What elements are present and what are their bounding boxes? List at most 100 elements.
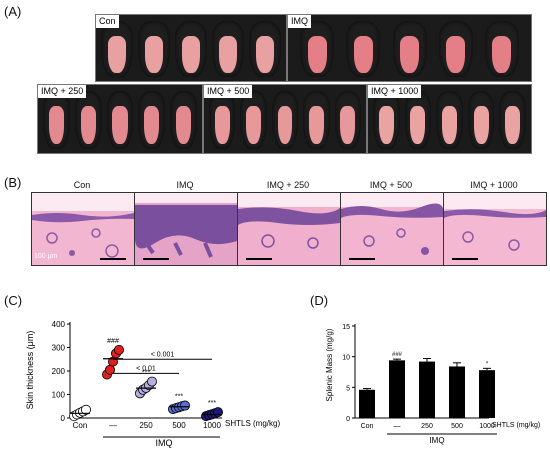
photo-imq-1000: IMQ + 1000 [367, 84, 532, 154]
histo-title-imq: IMQ [176, 180, 194, 190]
d-x-tick-label: 250 [421, 423, 433, 430]
mouse [209, 91, 236, 149]
c-x-tick-label: — [109, 421, 117, 430]
scale-bar [246, 258, 272, 260]
d-dose-label: SHTLS (mg/kg) [492, 422, 540, 429]
c-y-tick-label: 400 [52, 320, 66, 329]
mouse [106, 91, 134, 149]
mouse [404, 91, 432, 149]
panel-label-c: (C) [4, 293, 23, 308]
c-ylabel: Skin thickness (μm) [25, 331, 35, 410]
histology-section [238, 193, 340, 265]
mouse [436, 91, 463, 149]
d-bar [449, 366, 465, 418]
scale-bar-label: 100 μm [34, 253, 58, 260]
photo-imq-250: IMQ + 250 [37, 84, 203, 154]
photo-con: Con [95, 14, 287, 82]
photo-imq: IMQ [287, 14, 532, 82]
mouse [300, 21, 335, 77]
histology-section [32, 193, 134, 265]
scale-bar [349, 258, 375, 260]
mouse [43, 91, 70, 149]
shaved-back [353, 35, 373, 73]
d-significance: * [486, 361, 489, 367]
histology-section [444, 193, 546, 265]
mouse [175, 21, 207, 77]
photo-caption: IMQ [288, 15, 311, 28]
mouse [392, 21, 427, 77]
shaved-back [410, 106, 426, 145]
c-point [114, 344, 125, 355]
shaved-back [144, 106, 160, 145]
mouse [271, 91, 299, 149]
photo-caption: IMQ + 250 [38, 85, 87, 98]
panel-label-a: (A) [4, 4, 22, 19]
shaved-back [399, 35, 420, 73]
d-x-tick-label: 1000 [479, 423, 495, 430]
histology-imq-1000 [443, 192, 547, 266]
c-y-tick-label: 0 [61, 414, 66, 423]
d-y-tick-label: 0 [346, 416, 350, 423]
c-significance: *** [175, 394, 183, 401]
histo-title-imq-1000: IMQ + 1000 [470, 180, 518, 190]
shaved-back [112, 106, 128, 145]
c-significance: ### [107, 338, 119, 345]
panel-label-b: (B) [4, 175, 22, 190]
c-bracket-label: < 0.01 [136, 365, 156, 372]
d-bar [359, 389, 375, 418]
scale-bar [452, 258, 478, 260]
shaved-back [176, 106, 192, 145]
shaved-back [219, 35, 237, 73]
shaved-back [145, 35, 163, 73]
shaved-back [48, 106, 64, 145]
d-y-tick-label: 10 [342, 355, 350, 362]
panel-label-d: (D) [310, 293, 329, 308]
c-y-tick-label: 100 [52, 391, 66, 400]
mouse [303, 91, 330, 149]
c-group-label: IMQ [156, 438, 173, 448]
shaved-back [308, 106, 324, 145]
scale-bar [100, 258, 126, 260]
shaved-back [473, 106, 489, 145]
shaved-back [505, 106, 521, 145]
shaved-back [108, 35, 126, 73]
d-x-tick-label: — [394, 423, 401, 430]
shaved-back [492, 35, 512, 73]
mouse [484, 21, 519, 77]
histology-imq [134, 192, 238, 266]
histology-section [341, 193, 443, 265]
histology-imq-250 [237, 192, 341, 266]
photo-caption: Con [96, 15, 119, 28]
mouse [240, 91, 267, 149]
photo-imq-500: IMQ + 500 [203, 84, 367, 154]
c-x-tick-label: 500 [172, 421, 186, 430]
photo-caption: IMQ + 1000 [368, 85, 422, 98]
d-bar [419, 361, 435, 418]
c-point [81, 404, 92, 415]
c-point [146, 376, 157, 387]
shaved-back [277, 106, 293, 145]
d-group-label: IMQ [429, 436, 444, 445]
histology-con: 100 μm [31, 192, 135, 266]
mouse [212, 21, 244, 77]
shaved-back [340, 106, 356, 145]
shaved-back [307, 35, 327, 73]
shaved-back [256, 35, 274, 73]
c-y-tick-label: 300 [52, 344, 66, 353]
c-bracket-label: < 0.001 [151, 351, 175, 358]
histo-title-imq-500: IMQ + 500 [369, 180, 413, 190]
histo-title-con: Con [73, 180, 91, 190]
c-x-tick-label: 1000 [203, 421, 221, 430]
shaved-back [182, 35, 200, 73]
photo-caption: IMQ + 500 [204, 85, 253, 98]
c-point [212, 407, 223, 418]
mouse [138, 91, 166, 149]
mouse [438, 21, 473, 77]
histo-title-imq-250: IMQ + 250 [266, 180, 310, 190]
mouse [334, 91, 361, 149]
mouse [499, 91, 526, 149]
mouse [346, 21, 381, 77]
d-bar [479, 370, 495, 418]
d-bar [389, 360, 405, 418]
